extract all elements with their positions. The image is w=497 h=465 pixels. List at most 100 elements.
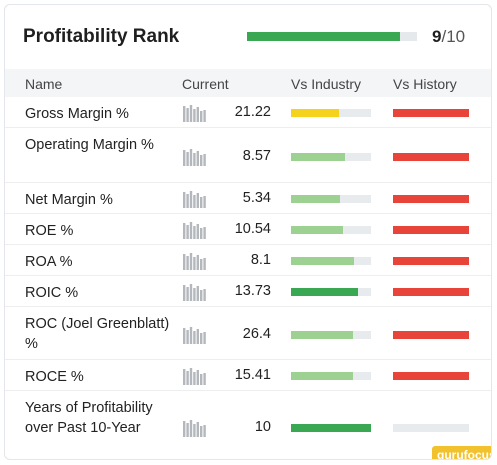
sparkline-icon[interactable] — [182, 219, 207, 239]
sparkline-bar — [183, 149, 186, 166]
vs-industry-bar — [291, 330, 371, 339]
metric-current-value: 21.22 — [234, 104, 271, 120]
sparkline-bar — [183, 192, 186, 208]
rank-score-value: 9 — [432, 27, 442, 46]
metric-name: Years of Profitability over Past 10-Year — [25, 400, 153, 436]
sparkline-bar — [189, 253, 193, 270]
table-row: ROA % 8.1 — [5, 245, 491, 276]
table-row: Operating Margin % 8.57 — [5, 128, 491, 183]
table-row: ROC (Joel Greenblatt) % 26.4 — [5, 307, 491, 360]
sparkline-bar — [200, 111, 203, 122]
rank-bar — [247, 32, 417, 41]
metric-name: ROCE % — [25, 369, 84, 385]
sparkline-icon[interactable] — [182, 250, 207, 270]
metric-current-value: 10 — [254, 419, 271, 435]
metric-name: ROC (Joel Greenblatt) % — [25, 316, 170, 352]
vs-industry-bar-fill — [291, 288, 359, 296]
table-row: Net Margin % 5.34 — [5, 183, 491, 214]
sparkline-bar — [183, 223, 186, 239]
sparkline-bar — [186, 194, 189, 208]
metric-name: Gross Margin % — [25, 106, 129, 122]
sparkline-bar — [196, 150, 199, 166]
sparkline-bar — [183, 106, 186, 122]
vs-industry-bar-fill — [291, 226, 343, 234]
sparkline-bar — [200, 197, 203, 208]
vs-industry-bar — [291, 195, 371, 203]
vs-history-bar — [393, 372, 469, 380]
vs-industry-bar-fill — [291, 372, 353, 380]
vs-history-bar — [393, 288, 469, 296]
sparkline-bar — [189, 284, 193, 301]
sparkline-bar — [186, 423, 189, 437]
sparkline-icon[interactable] — [182, 102, 207, 122]
sparkline-bar — [203, 373, 206, 385]
rank-score-separator: / — [441, 27, 447, 46]
sparkline-bar — [200, 374, 203, 385]
vs-industry-bar — [291, 257, 371, 265]
vs-industry-bar-fill — [291, 152, 346, 161]
sparkline-bar — [186, 329, 189, 344]
column-header-vs-industry: Vs Industry — [291, 76, 362, 92]
sparkline-icon[interactable] — [182, 324, 207, 344]
sparkline-bar — [186, 108, 189, 122]
card-title: Profitability Rank — [23, 26, 180, 47]
vs-industry-bar-fill — [291, 109, 339, 117]
sparkline-bar — [200, 228, 203, 239]
sparkline-bar — [196, 328, 199, 344]
vs-industry-bar — [291, 372, 371, 380]
rank-bar-fill — [247, 32, 400, 41]
metric-current-value: 13.73 — [234, 283, 271, 299]
vs-history-bar — [393, 109, 469, 117]
sparkline-bar — [196, 107, 199, 122]
sparkline-bar — [186, 371, 189, 385]
sparkline-bar — [200, 154, 203, 166]
sparkline-bar — [196, 255, 199, 270]
table-row: Years of Profitability over Past 10-Year… — [5, 391, 491, 459]
vs-history-bar-fill — [393, 330, 469, 339]
sparkline-bar — [183, 327, 186, 344]
rank-score: 9/10 — [432, 27, 465, 47]
sparkline-bar — [193, 288, 196, 301]
column-header-name: Name — [25, 76, 63, 92]
sparkline-bar — [200, 259, 203, 270]
sparkline-bar — [183, 369, 186, 385]
vs-history-bar-fill — [393, 257, 469, 265]
profitability-rank-card: Profitability Rank 9/10 Name Current Vs … — [4, 4, 492, 460]
sparkline-bar — [189, 148, 193, 166]
sparkline-icon[interactable] — [182, 417, 207, 437]
sparkline-bar — [196, 370, 199, 385]
sparkline-bar — [186, 256, 189, 270]
vs-industry-bar — [291, 424, 371, 432]
vs-history-bar-fill — [393, 109, 469, 117]
sparkline-bar — [189, 368, 193, 385]
sparkline-bar — [193, 152, 196, 166]
gurufocus-logo: gurufocus — [432, 446, 491, 459]
vs-industry-bar — [291, 152, 371, 161]
sparkline-bar — [189, 191, 193, 208]
sparkline-bar — [193, 195, 196, 208]
vs-history-bar-fill — [393, 288, 469, 296]
vs-history-bar — [393, 330, 469, 339]
card-header: Profitability Rank 9/10 — [5, 5, 491, 69]
vs-industry-bar — [291, 109, 371, 117]
sparkline-icon[interactable] — [182, 365, 207, 385]
sparkline-bar — [186, 151, 189, 166]
sparkline-icon[interactable] — [182, 281, 207, 301]
sparkline-icon[interactable] — [182, 146, 207, 166]
sparkline-bar — [203, 258, 206, 270]
sparkline-bar — [183, 285, 186, 301]
sparkline-bar — [193, 330, 196, 344]
metric-current-value: 10.54 — [234, 221, 271, 237]
metric-current-value: 8.1 — [250, 252, 271, 268]
sparkline-bar — [186, 287, 189, 301]
sparkline-bar — [203, 425, 206, 437]
sparkline-bar — [193, 424, 196, 437]
table-row: Gross Margin % 21.22 — [5, 97, 491, 128]
sparkline-icon[interactable] — [182, 188, 207, 208]
sparkline-bar — [203, 289, 206, 301]
vs-history-bar — [393, 226, 469, 234]
sparkline-bar — [200, 332, 203, 344]
vs-industry-bar-fill — [291, 330, 354, 339]
sparkline-bar — [196, 193, 199, 208]
sparkline-bar — [193, 372, 196, 385]
